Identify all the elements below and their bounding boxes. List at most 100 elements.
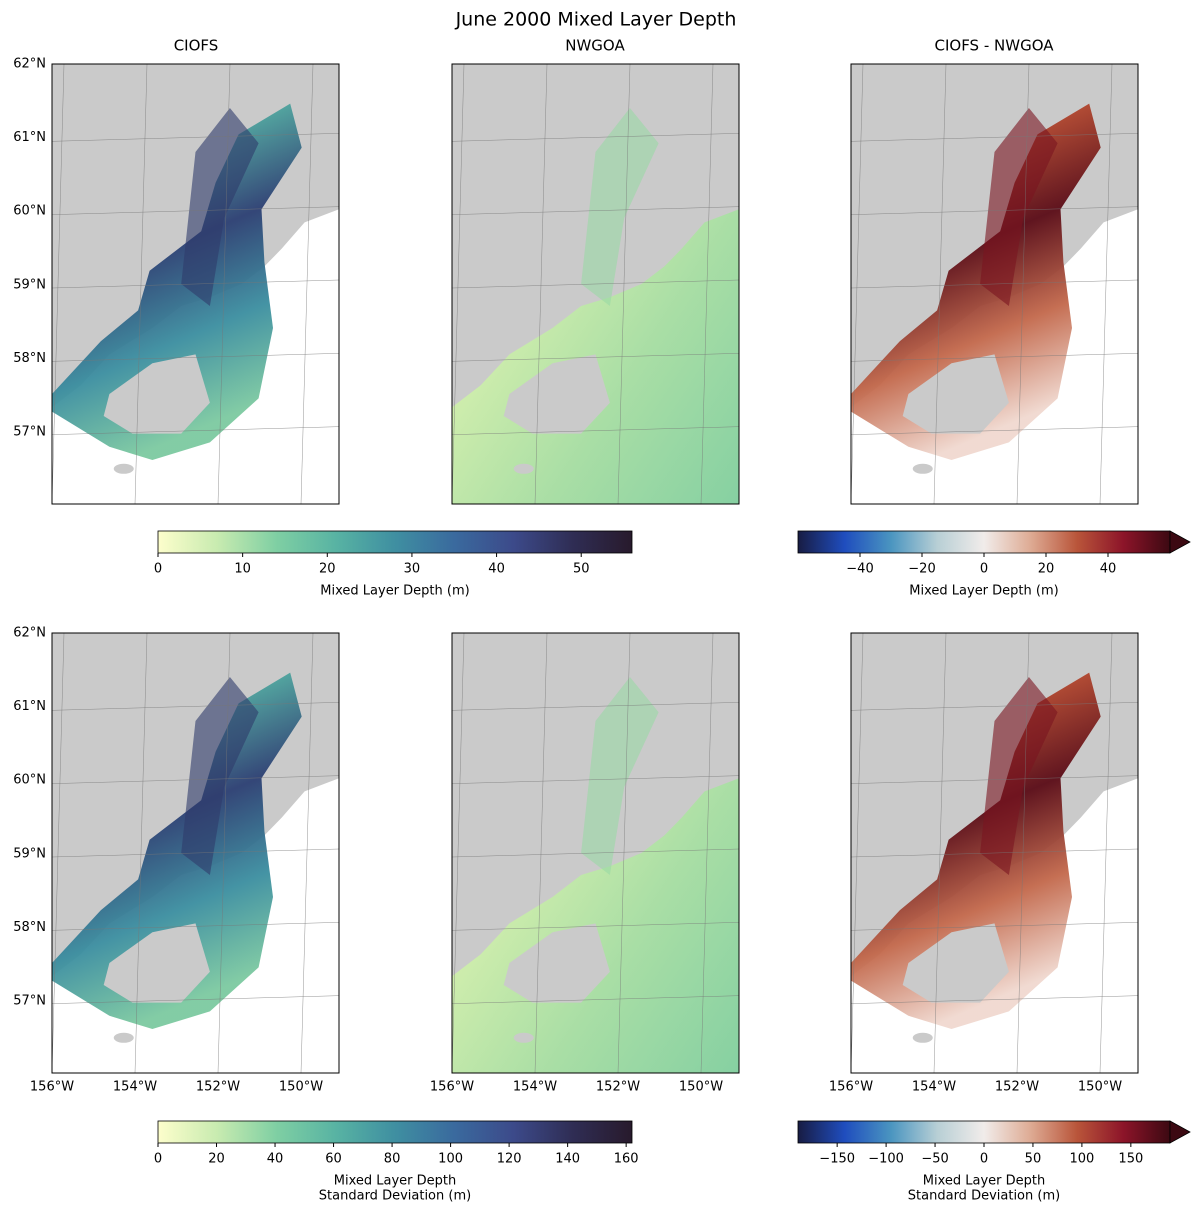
island bbox=[103, 354, 210, 434]
inlet-field bbox=[181, 677, 259, 875]
colorbar-tick-label: 150 bbox=[1118, 1152, 1143, 1167]
graticule bbox=[51, 848, 340, 858]
graticule bbox=[933, 63, 947, 505]
graticule bbox=[850, 63, 864, 505]
colorbar-tick-label: 80 bbox=[384, 1152, 401, 1167]
graticule bbox=[1099, 632, 1113, 1074]
graticule bbox=[850, 632, 864, 1074]
graticule bbox=[700, 632, 714, 1074]
map-frame bbox=[451, 632, 740, 1074]
lat-label: 59°N bbox=[13, 277, 46, 292]
graticule bbox=[1099, 63, 1113, 505]
colorbar-tick-label: 40 bbox=[1100, 562, 1117, 577]
model-field bbox=[52, 103, 302, 460]
colorbar-label: Mixed Layer Depth bbox=[923, 1174, 1045, 1189]
lat-label: 57°N bbox=[13, 994, 46, 1009]
island bbox=[912, 463, 933, 474]
inlet-field bbox=[581, 677, 659, 875]
graticule bbox=[51, 922, 340, 931]
map-frame bbox=[451, 63, 740, 505]
graticule bbox=[850, 702, 1139, 711]
graticule bbox=[451, 353, 740, 362]
colorbar bbox=[157, 1120, 633, 1144]
colorbar-tick-label: 20 bbox=[208, 1152, 225, 1167]
graticule bbox=[51, 206, 340, 215]
colorbar-tick-label: 140 bbox=[555, 1152, 580, 1167]
graticule bbox=[451, 426, 740, 435]
colorbar-extend bbox=[1169, 1120, 1191, 1144]
graticule bbox=[617, 63, 631, 505]
lon-label: 156°W bbox=[430, 1080, 474, 1095]
colorbar-label: Mixed Layer Depth bbox=[334, 1174, 456, 1189]
island bbox=[513, 463, 534, 474]
graticule bbox=[850, 922, 1139, 931]
graticule bbox=[451, 775, 740, 784]
lon-label: 152°W bbox=[995, 1080, 1039, 1095]
graticule bbox=[617, 632, 631, 1074]
graticule bbox=[300, 63, 314, 505]
colorbar-tick-label: 120 bbox=[497, 1152, 522, 1167]
island bbox=[503, 354, 610, 434]
island bbox=[113, 463, 134, 474]
lon-label: 150°W bbox=[279, 1080, 323, 1095]
graticule bbox=[850, 426, 1139, 435]
colorbar-tick-label: −20 bbox=[908, 562, 935, 577]
colorbar-tick-label: −150 bbox=[819, 1152, 855, 1167]
graticule bbox=[1016, 632, 1030, 1074]
graticule bbox=[217, 632, 231, 1074]
colorbar-tick-label: 0 bbox=[154, 562, 162, 577]
graticule bbox=[451, 702, 740, 711]
inlet-field bbox=[581, 108, 659, 306]
map-frame bbox=[51, 63, 340, 505]
colorbar-tick-label: 100 bbox=[1069, 1152, 1094, 1167]
colorbar-tick-label: 10 bbox=[234, 562, 251, 577]
graticule bbox=[534, 63, 548, 505]
colorbar-tick-label: 0 bbox=[154, 1152, 162, 1167]
inlet-field bbox=[980, 108, 1058, 306]
panel-title: CIOFS bbox=[174, 37, 219, 55]
graticule bbox=[850, 353, 1139, 362]
colorbar-tick-label: 100 bbox=[438, 1152, 463, 1167]
colorbar-tick-label: −40 bbox=[846, 562, 873, 577]
island bbox=[103, 923, 210, 1003]
lat-label: 62°N bbox=[13, 626, 46, 641]
map-frame bbox=[51, 632, 340, 1074]
graticule bbox=[850, 279, 1139, 289]
graticule bbox=[51, 63, 65, 505]
model-field bbox=[851, 103, 1101, 460]
graticule bbox=[850, 995, 1139, 1004]
colorbar-tick-label: 40 bbox=[488, 562, 505, 577]
island bbox=[113, 1032, 134, 1043]
graticule bbox=[451, 206, 740, 215]
model-field bbox=[52, 672, 302, 1029]
colorbar-tick-label: 50 bbox=[573, 562, 590, 577]
lat-label: 60°N bbox=[13, 204, 46, 219]
map-frame bbox=[850, 63, 1139, 505]
colorbar-tick-label: 20 bbox=[1038, 562, 1055, 577]
graticule bbox=[51, 995, 340, 1004]
colorbar bbox=[797, 1120, 1171, 1144]
graticule bbox=[51, 426, 340, 435]
graticule bbox=[51, 775, 340, 784]
island bbox=[503, 923, 610, 1003]
lon-label: 152°W bbox=[196, 1080, 240, 1095]
graticule bbox=[134, 632, 148, 1074]
colorbar-tick-label: 40 bbox=[267, 1152, 284, 1167]
figure-title: June 2000 Mixed Layer Depth bbox=[455, 9, 737, 31]
graticule bbox=[451, 632, 465, 1074]
lon-label: 150°W bbox=[679, 1080, 723, 1095]
colorbar-extend bbox=[1169, 530, 1191, 554]
colorbar-tick-label: 30 bbox=[404, 562, 421, 577]
inlet-field bbox=[181, 108, 259, 306]
graticule bbox=[451, 922, 740, 931]
island bbox=[902, 923, 1009, 1003]
lat-label: 60°N bbox=[13, 773, 46, 788]
lon-label: 156°W bbox=[829, 1080, 873, 1095]
graticule bbox=[51, 279, 340, 289]
map-frame bbox=[850, 632, 1139, 1074]
colorbar-label: Mixed Layer Depth (m) bbox=[320, 584, 469, 599]
graticule bbox=[451, 848, 740, 858]
graticule bbox=[850, 206, 1139, 215]
graticule bbox=[51, 702, 340, 711]
